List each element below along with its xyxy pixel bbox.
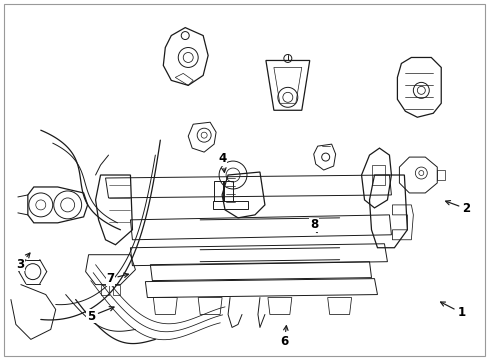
Text: 8: 8 <box>309 218 318 233</box>
Text: 7: 7 <box>106 272 128 285</box>
Circle shape <box>181 32 189 40</box>
Text: 4: 4 <box>218 152 226 172</box>
Text: 2: 2 <box>445 201 469 215</box>
Text: 6: 6 <box>280 326 288 348</box>
Text: 3: 3 <box>16 253 30 271</box>
Text: 5: 5 <box>87 307 114 323</box>
Text: 1: 1 <box>440 302 465 319</box>
